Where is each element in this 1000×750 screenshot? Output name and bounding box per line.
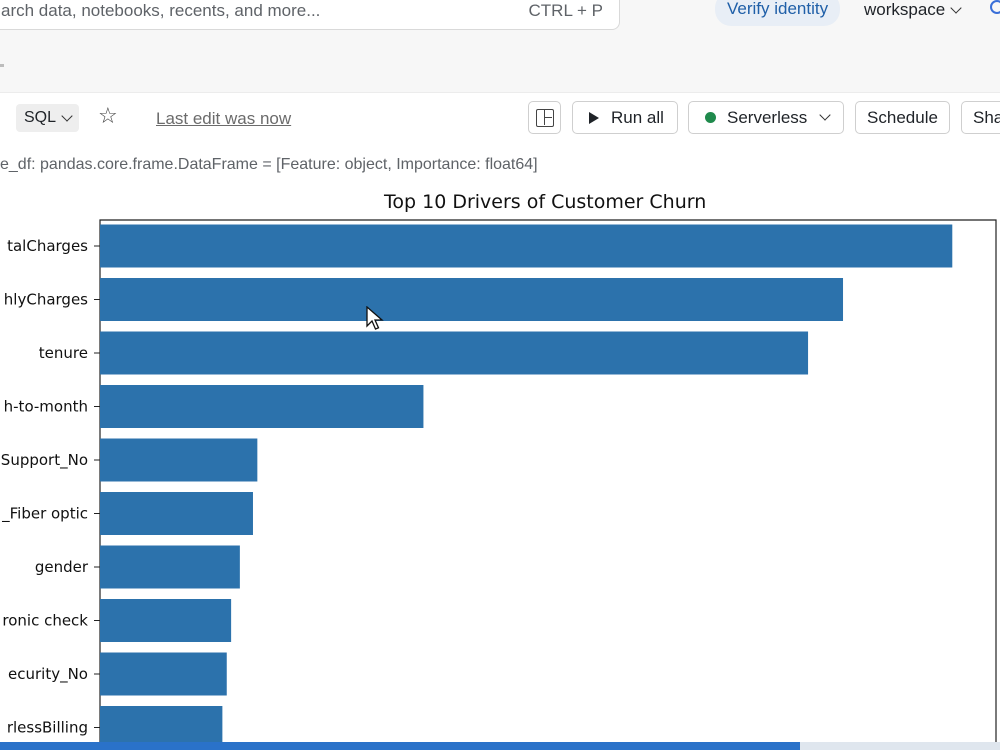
search-shortcut-hint: CTRL + P — [528, 1, 603, 20]
progress-bar — [0, 742, 800, 750]
collapsed-tab-marker[interactable] — [0, 64, 4, 67]
run-all-label: Run all — [611, 107, 664, 127]
share-button[interactable]: Sha — [961, 101, 1000, 134]
last-edit-link[interactable]: Last edit was now — [156, 109, 292, 128]
chart-bar — [100, 652, 227, 696]
play-icon — [589, 111, 599, 124]
search-placeholder: arch data, notebooks, recents, and more.… — [1, 1, 321, 20]
bar-chart: talCharges hlyCharges tenure h-to-month Supp… — [1, 219, 997, 750]
plot-frame — [99, 219, 997, 750]
compute-selector[interactable]: Serverless — [688, 101, 844, 134]
chart-bar — [100, 278, 844, 321]
notebook-tab-strip — [0, 40, 1000, 92]
global-search-input[interactable]: arch data, notebooks, recents, and more.… — [0, 0, 620, 30]
schedule-label: Schedule — [867, 107, 938, 127]
verify-identity-label: Verify identity — [727, 0, 829, 18]
chevron-down-icon — [950, 1, 962, 14]
y-tick-label: h-to-month — [4, 398, 88, 416]
status-dot-icon — [705, 112, 716, 123]
notebook-toolbar: SQL ☆ Last edit was now Run all Serverle… — [0, 92, 1000, 144]
verify-identity-button[interactable]: Verify identity — [715, 0, 841, 26]
chart-bar — [100, 545, 240, 589]
y-tick-label: rlessBilling — [7, 719, 88, 737]
chart-bar — [100, 599, 232, 642]
chart-title: Top 10 Drivers of Customer Churn — [384, 191, 707, 213]
y-tick-label: ecurity_No — [8, 665, 88, 684]
chart-bar — [100, 331, 809, 375]
run-all-button[interactable]: Run all — [572, 101, 678, 134]
chart-bar — [100, 492, 253, 535]
workspace-selector[interactable]: workspace — [864, 0, 962, 20]
chevron-down-icon — [61, 109, 73, 122]
chart-bar — [100, 438, 258, 482]
share-label: Sha — [973, 107, 1000, 127]
y-tick-label: gender — [35, 558, 89, 576]
schedule-button[interactable]: Schedule — [855, 101, 950, 134]
y-tick-label: _Fiber optic — [1, 505, 88, 524]
mouse-cursor-icon — [366, 306, 384, 330]
layout-grid-icon — [535, 108, 554, 127]
language-selector[interactable]: SQL — [16, 104, 80, 132]
y-tick-label: Support_No — [1, 451, 88, 470]
y-tick-label: talCharges — [7, 237, 88, 255]
language-label: SQL — [24, 109, 57, 126]
chart-bar — [100, 385, 424, 428]
workspace-label: workspace — [864, 0, 946, 19]
y-tick-label: hlyCharges — [4, 291, 88, 309]
layout-button[interactable] — [528, 101, 561, 134]
chart-bar — [100, 706, 223, 749]
help-icon[interactable] — [990, 0, 1000, 14]
y-tick-label: ronic check — [2, 612, 88, 630]
chevron-down-icon — [819, 109, 831, 121]
top-navigation-bar: arch data, notebooks, recents, and more.… — [0, 0, 1000, 40]
chart-bar — [100, 224, 953, 268]
dataframe-info: e_df: pandas.core.frame.DataFrame = [Fea… — [0, 156, 538, 173]
star-icon[interactable]: ☆ — [98, 103, 118, 128]
compute-label: Serverless — [727, 107, 808, 127]
y-tick-label: tenure — [39, 344, 88, 362]
